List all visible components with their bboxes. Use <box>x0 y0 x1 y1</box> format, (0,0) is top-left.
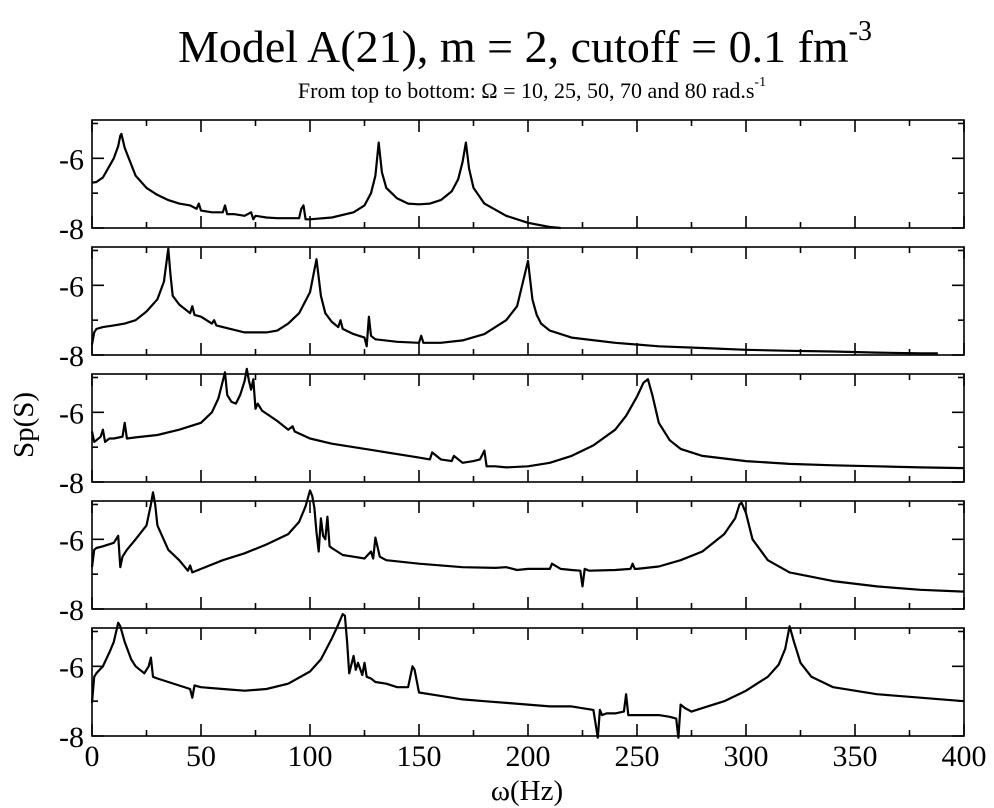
x-tick-label: 350 <box>833 740 878 773</box>
y-axis-label: Sp(S) <box>8 392 40 458</box>
x-tick-label: 100 <box>288 740 333 773</box>
panel-frame <box>91 500 965 610</box>
x-tick-labels: 0 50 100 150 200 250 300 350 400 <box>85 740 987 773</box>
y-tick-label: -8 <box>59 721 84 754</box>
series-line <box>90 612 965 739</box>
y-tick-label: -6 <box>59 651 84 684</box>
x-tick-label: 50 <box>186 740 216 773</box>
x-tick-label: 400 <box>942 740 987 773</box>
panel-5: -6 -8 <box>59 612 965 754</box>
panel-2: -6 -8 <box>59 246 965 373</box>
series-line <box>90 367 965 470</box>
panel-3: -6 -8 <box>59 367 965 500</box>
x-tick-label: 150 <box>397 740 442 773</box>
x-tick-label: 200 <box>506 740 551 773</box>
y-tick-label: -6 <box>59 270 84 303</box>
series-line <box>91 132 561 230</box>
y-tick-label: -6 <box>59 143 84 176</box>
y-tick-label: -8 <box>59 467 84 500</box>
y-tick-label: -6 <box>59 397 84 430</box>
y-tick-label: -6 <box>59 524 84 557</box>
x-axis-label: ω(Hz) <box>491 775 563 807</box>
y-tick-label: -8 <box>59 340 84 373</box>
x-tick-label: 300 <box>724 740 769 773</box>
panel-4: -6 -8 <box>59 489 965 627</box>
plot-panels: -6 -8 -6 -8 -6 -8 -6 -8 -6 -8 <box>59 119 965 754</box>
series-line <box>90 247 938 355</box>
series-line <box>90 489 965 593</box>
chart-subtitle: From top to bottom: Ω = 10, 25, 50, 70 a… <box>298 75 766 103</box>
panel-frame <box>91 627 965 737</box>
y-tick-label: -8 <box>59 594 84 627</box>
panel-1: -6 -8 <box>59 119 965 246</box>
x-tick-label: 0 <box>85 740 100 773</box>
y-tick-label: -8 <box>59 213 84 246</box>
x-tick-label: 250 <box>615 740 660 773</box>
chart-title: Model A(21), m = 2, cutoff = 0.1 fm-3 <box>178 16 872 72</box>
